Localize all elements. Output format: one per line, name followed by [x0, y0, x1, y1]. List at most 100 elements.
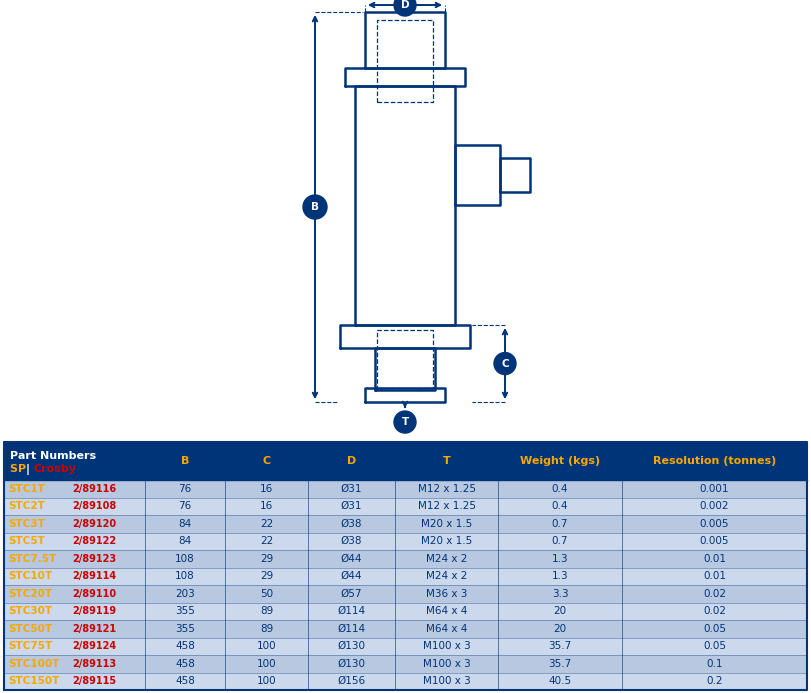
Text: Resolution (tonnes): Resolution (tonnes) [653, 456, 776, 466]
Text: Ø44: Ø44 [341, 554, 363, 564]
Text: 100: 100 [257, 641, 277, 651]
Text: 20: 20 [553, 606, 567, 616]
Text: Crosby: Crosby [34, 464, 77, 474]
Text: 84: 84 [178, 536, 191, 546]
Text: 29: 29 [260, 554, 273, 564]
Text: STC50T: STC50T [8, 624, 52, 634]
Text: 29: 29 [260, 571, 273, 581]
Text: |: | [26, 464, 34, 475]
Text: Ø57: Ø57 [341, 589, 363, 599]
Text: 355: 355 [175, 606, 195, 616]
FancyBboxPatch shape [4, 532, 807, 550]
Text: C: C [263, 456, 271, 466]
FancyBboxPatch shape [4, 515, 807, 532]
Text: 458: 458 [175, 641, 195, 651]
Text: T: T [401, 417, 409, 427]
Text: 0.005: 0.005 [700, 536, 729, 546]
Text: 2/89114: 2/89114 [72, 571, 116, 581]
Text: M12 x 1.25: M12 x 1.25 [418, 484, 475, 494]
Text: M24 x 2: M24 x 2 [426, 554, 467, 564]
Text: STC75T: STC75T [8, 641, 52, 651]
Text: 2/89113: 2/89113 [72, 659, 116, 669]
Text: 0.7: 0.7 [551, 519, 569, 529]
Text: 35.7: 35.7 [548, 659, 572, 669]
Text: M20 x 1.5: M20 x 1.5 [421, 519, 472, 529]
Text: 76: 76 [178, 501, 191, 511]
Text: Ø31: Ø31 [341, 484, 363, 494]
Text: 2/89116: 2/89116 [72, 484, 116, 494]
Text: 0.001: 0.001 [700, 484, 729, 494]
Text: D: D [401, 0, 410, 10]
Text: 0.01: 0.01 [703, 554, 726, 564]
FancyBboxPatch shape [4, 568, 807, 585]
Text: 355: 355 [175, 624, 195, 634]
Text: 2/89123: 2/89123 [72, 554, 116, 564]
Text: 89: 89 [260, 606, 273, 616]
Text: 2/89124: 2/89124 [72, 641, 116, 651]
Circle shape [494, 353, 516, 374]
Text: STC30T: STC30T [8, 606, 52, 616]
Text: 2/89120: 2/89120 [72, 519, 116, 529]
Text: 2/89110: 2/89110 [72, 589, 116, 599]
Text: 0.02: 0.02 [703, 589, 726, 599]
Text: Part Numbers: Part Numbers [10, 451, 97, 461]
Text: 3.3: 3.3 [551, 589, 569, 599]
Text: 100: 100 [257, 659, 277, 669]
Text: STC7.5T: STC7.5T [8, 554, 56, 564]
Text: M64 x 4: M64 x 4 [426, 606, 467, 616]
Text: T: T [443, 456, 450, 466]
Text: STC3T: STC3T [8, 519, 45, 529]
Text: 50: 50 [260, 589, 273, 599]
Text: 22: 22 [260, 519, 273, 529]
Text: 0.2: 0.2 [706, 676, 723, 686]
Text: M100 x 3: M100 x 3 [423, 641, 470, 651]
FancyBboxPatch shape [4, 672, 807, 690]
Text: M20 x 1.5: M20 x 1.5 [421, 536, 472, 546]
Text: 2/89121: 2/89121 [72, 624, 116, 634]
Text: M100 x 3: M100 x 3 [423, 659, 470, 669]
Circle shape [394, 411, 416, 433]
Text: STC2T: STC2T [8, 501, 45, 511]
Text: 0.02: 0.02 [703, 606, 726, 616]
Text: 16: 16 [260, 501, 273, 511]
Text: 108: 108 [175, 571, 195, 581]
Text: 84: 84 [178, 519, 191, 529]
Text: Weight (kgs): Weight (kgs) [520, 456, 600, 466]
FancyBboxPatch shape [4, 550, 807, 568]
Text: 76: 76 [178, 484, 191, 494]
FancyBboxPatch shape [4, 638, 807, 655]
Text: 35.7: 35.7 [548, 641, 572, 651]
Text: 0.4: 0.4 [551, 501, 569, 511]
Text: 1.3: 1.3 [551, 554, 569, 564]
Text: 0.002: 0.002 [700, 501, 729, 511]
FancyBboxPatch shape [4, 620, 807, 638]
Text: 0.1: 0.1 [706, 659, 723, 669]
FancyBboxPatch shape [4, 602, 807, 620]
Text: 203: 203 [175, 589, 195, 599]
Text: STC1T: STC1T [8, 484, 45, 494]
Circle shape [303, 195, 327, 219]
Text: 2/89108: 2/89108 [72, 501, 116, 511]
Text: Ø130: Ø130 [337, 641, 366, 651]
Text: B: B [181, 456, 189, 466]
Text: 1.3: 1.3 [551, 571, 569, 581]
Text: Ø156: Ø156 [337, 676, 366, 686]
Text: 0.005: 0.005 [700, 519, 729, 529]
Text: 108: 108 [175, 554, 195, 564]
Text: Ø114: Ø114 [337, 606, 366, 616]
Text: STC5T: STC5T [8, 536, 45, 546]
Text: 0.05: 0.05 [703, 641, 726, 651]
Text: 0.05: 0.05 [703, 624, 726, 634]
Text: 0.7: 0.7 [551, 536, 569, 546]
Text: 0.01: 0.01 [703, 571, 726, 581]
FancyBboxPatch shape [4, 498, 807, 515]
Text: STC10T: STC10T [8, 571, 52, 581]
Text: STC150T: STC150T [8, 676, 59, 686]
Text: Ø38: Ø38 [341, 519, 363, 529]
Text: 2/89119: 2/89119 [72, 606, 116, 616]
Text: Ø38: Ø38 [341, 536, 363, 546]
Text: 2/89122: 2/89122 [72, 536, 116, 546]
Text: C: C [501, 358, 508, 369]
Text: 40.5: 40.5 [548, 676, 572, 686]
Text: M24 x 2: M24 x 2 [426, 571, 467, 581]
